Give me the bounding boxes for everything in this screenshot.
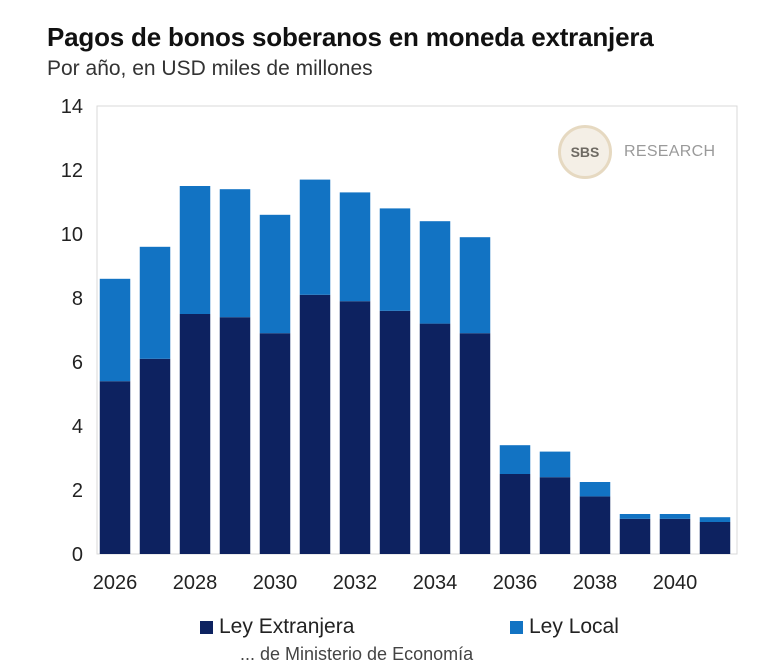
bar-ley-local-2029 — [219, 189, 251, 318]
plot-frame — [96, 105, 738, 555]
bar-ley-extranjera-2039 — [619, 518, 651, 554]
y-tick-label: 14 — [61, 96, 83, 118]
legend-item-ley-extranjera: Ley Extranjera — [200, 614, 354, 640]
bar-ley-local-2040 — [659, 514, 691, 519]
bar-ley-local-2031 — [299, 179, 331, 295]
bar-ley-local-2036 — [499, 445, 531, 474]
logo-text: RESEARCH — [624, 143, 716, 160]
y-tick-label: 6 — [72, 352, 83, 374]
x-tick-label: 2030 — [253, 572, 298, 594]
bar-ley-extranjera-2041 — [699, 522, 731, 554]
bar-ley-extranjera-2035 — [459, 333, 491, 554]
y-tick-label: 10 — [61, 224, 83, 246]
bar-ley-local-2038 — [579, 482, 611, 497]
y-tick-label: 12 — [61, 160, 83, 182]
bar-ley-extranjera-2028 — [179, 314, 211, 554]
chart-subtitle: Por año, en USD miles de millones — [47, 57, 373, 80]
x-tick-label: 2028 — [173, 572, 218, 594]
bar-ley-extranjera-2040 — [659, 518, 691, 554]
legend-label-ley-extranjera: Ley Extranjera — [219, 615, 355, 638]
logo-mark: SBS — [558, 125, 612, 179]
bar-ley-local-2026 — [99, 278, 131, 382]
bar-ley-extranjera-2036 — [499, 474, 531, 554]
bar-ley-extranjera-2033 — [379, 310, 411, 554]
bar-ley-extranjera-2038 — [579, 496, 611, 554]
y-tick-label: 0 — [72, 544, 83, 566]
bar-ley-extranjera-2032 — [339, 301, 371, 554]
bar-ley-local-2041 — [699, 517, 731, 522]
bar-ley-local-2039 — [619, 514, 651, 519]
bar-ley-extranjera-2030 — [259, 333, 291, 554]
y-tick-label: 8 — [72, 288, 83, 310]
bar-ley-extranjera-2037 — [539, 477, 571, 554]
bar-ley-extranjera-2031 — [299, 294, 331, 554]
bar-ley-extranjera-2026 — [99, 381, 131, 554]
legend-swatch-ley-extranjera — [200, 620, 213, 634]
x-tick-label: 2034 — [413, 572, 458, 594]
bar-ley-local-2033 — [379, 208, 411, 311]
legend-swatch-ley-local — [510, 620, 523, 634]
legend-item-ley-local: Ley Local — [510, 614, 619, 640]
x-tick-label: 2040 — [653, 572, 698, 594]
bar-ley-extranjera-2034 — [419, 323, 451, 554]
x-tick-label: 2036 — [493, 572, 538, 594]
legend-label-ley-local: Ley Local — [529, 615, 619, 638]
x-tick-label: 2026 — [93, 572, 138, 594]
bar-ley-extranjera-2029 — [219, 317, 251, 554]
x-tick-label: 2032 — [333, 572, 378, 594]
bar-ley-local-2037 — [539, 451, 571, 478]
bar-ley-local-2034 — [419, 221, 451, 324]
x-tick-label: 2038 — [573, 572, 618, 594]
bar-ley-extranjera-2027 — [139, 358, 171, 554]
chart-title: Pagos de bonos soberanos en moneda extra… — [47, 22, 654, 52]
bar-ley-local-2032 — [339, 192, 371, 302]
y-tick-label: 4 — [72, 416, 83, 438]
bar-ley-local-2035 — [459, 237, 491, 334]
bar-ley-local-2030 — [259, 214, 291, 334]
bar-ley-local-2027 — [139, 246, 171, 359]
y-tick-label: 2 — [72, 480, 83, 502]
bar-ley-local-2028 — [179, 186, 211, 314]
